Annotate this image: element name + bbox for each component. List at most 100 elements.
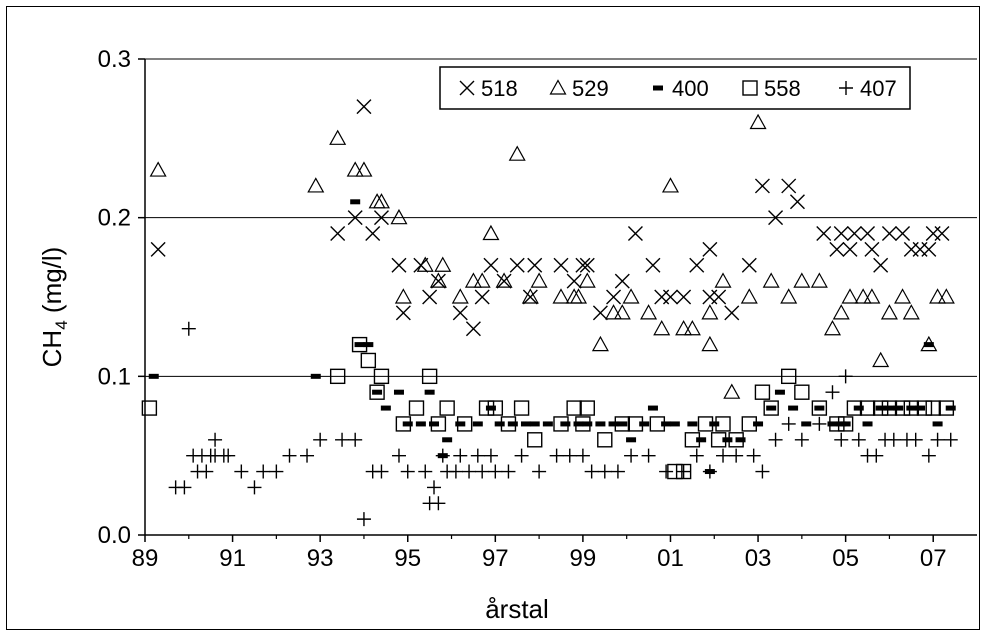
point-triangle	[149, 161, 167, 177]
point-x	[903, 241, 919, 257]
point-plus	[851, 432, 866, 447]
point-plus	[869, 448, 884, 463]
point-square	[408, 400, 425, 416]
point-dash	[507, 421, 518, 427]
point-dash	[350, 199, 361, 205]
point-square	[938, 400, 955, 416]
x-tick-label: 97	[482, 545, 509, 572]
point-triangle	[605, 304, 623, 320]
point-x	[833, 226, 849, 242]
point-dash	[529, 421, 540, 427]
point-square	[360, 352, 377, 369]
x-tick-label: 89	[132, 545, 159, 572]
point-plus	[435, 448, 450, 463]
ticks-layer: 0.0 0.1 0.2 0.3 89 91 93 95 97 99 01 03 05 07	[98, 46, 947, 572]
point-plus	[584, 464, 599, 479]
axes-layer	[144, 59, 977, 536]
y-axis-title: CH4 (mg/l)	[37, 247, 71, 368]
point-plus	[348, 432, 363, 447]
x-tick-label: 95	[394, 545, 421, 572]
point-plus	[886, 432, 901, 447]
point-square	[811, 400, 828, 416]
point-dash	[687, 421, 698, 427]
point-triangle	[552, 288, 570, 304]
point-x	[645, 257, 661, 273]
point-x	[741, 257, 757, 273]
point-dash	[875, 405, 886, 411]
point-square	[794, 384, 810, 400]
point-plus	[930, 432, 945, 447]
point-plus	[356, 512, 371, 527]
point-triangle	[355, 161, 373, 177]
point-dash	[573, 421, 584, 427]
point-dash	[827, 421, 838, 427]
point-x	[509, 257, 525, 273]
point-plus	[431, 496, 446, 511]
point-dash	[639, 421, 650, 427]
legend-marker-triangle	[549, 79, 567, 95]
point-x	[614, 273, 630, 289]
point-dash	[372, 389, 383, 395]
grid-layer	[145, 58, 977, 377]
legend-label: 400	[672, 76, 709, 101]
point-square	[141, 400, 158, 416]
point-plus	[549, 448, 564, 463]
point-dash	[669, 421, 680, 427]
point-dash	[148, 373, 159, 379]
point-x	[921, 241, 937, 257]
point-triangle	[451, 288, 469, 304]
point-x	[702, 289, 718, 305]
legend-label: 529	[572, 76, 609, 101]
point-x	[842, 241, 858, 257]
point-x	[422, 289, 438, 305]
point-plus	[812, 416, 827, 431]
point-triangle	[740, 288, 758, 304]
point-x	[873, 257, 889, 273]
point-dash	[814, 405, 825, 411]
point-x	[724, 305, 740, 321]
point-triangle	[429, 272, 447, 288]
point-plus	[269, 464, 284, 479]
point-square	[527, 432, 543, 448]
point-plus	[374, 464, 389, 479]
point-square	[781, 368, 797, 385]
point-dash	[753, 421, 764, 427]
point-square	[500, 416, 517, 432]
point-dash	[923, 342, 934, 348]
point-x	[654, 289, 670, 305]
point-plus	[462, 464, 477, 479]
point-dash	[722, 437, 733, 443]
point-square	[614, 416, 631, 432]
point-x	[912, 241, 928, 257]
point-x	[768, 210, 784, 226]
x-tick-label: 91	[219, 545, 246, 572]
point-square	[369, 384, 385, 400]
point-square	[329, 368, 346, 385]
point-x	[592, 305, 608, 321]
point-square	[456, 416, 473, 432]
point-dash	[380, 405, 391, 411]
point-dash	[735, 437, 746, 443]
legend-marker-plus	[839, 81, 853, 95]
point-plus	[641, 448, 656, 463]
point-plus	[834, 432, 849, 447]
point-triangle	[640, 304, 658, 320]
point-triangle	[701, 304, 719, 320]
scatter-chart: 0.0 0.1 0.2 0.3 89 91 93 95 97 99 01 03 05 07 CH4 (mg…	[37, 46, 977, 624]
point-triangle	[894, 288, 912, 304]
point-square	[395, 416, 412, 432]
point-triangle	[872, 351, 890, 368]
point-square	[697, 416, 714, 432]
point-triangle	[591, 335, 609, 352]
point-square	[916, 400, 933, 416]
point-triangle	[683, 319, 701, 336]
point-dash	[402, 421, 413, 427]
y-axis-title-main: CH	[37, 330, 67, 368]
point-x	[575, 257, 591, 273]
point-triangle	[473, 272, 491, 288]
legend-label: 407	[860, 76, 897, 101]
legend-entry-558: 558	[742, 76, 801, 101]
point-plus	[702, 464, 717, 479]
point-triangle	[661, 177, 679, 193]
point-plus	[208, 432, 223, 447]
